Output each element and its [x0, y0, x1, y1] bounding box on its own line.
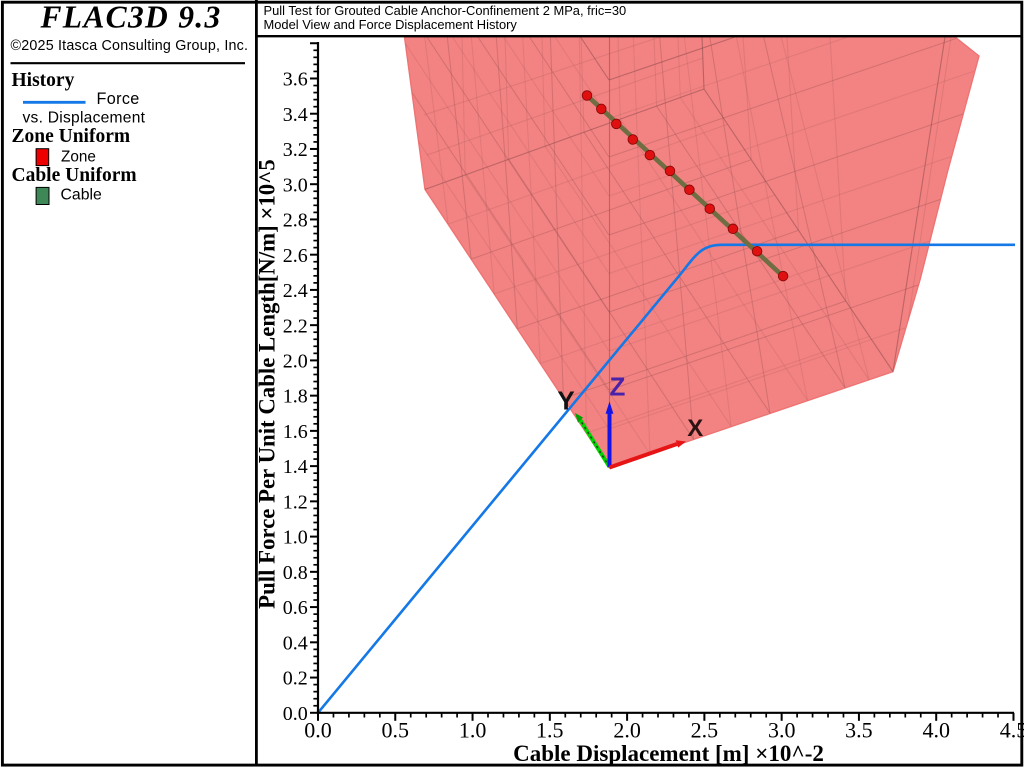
svg-text:1.8: 1.8	[283, 386, 308, 408]
svg-text:0.8: 0.8	[283, 562, 308, 584]
svg-text:2.6: 2.6	[283, 245, 308, 267]
svg-text:Cable Displacement [m] ×10^-2: Cable Displacement [m] ×10^-2	[513, 741, 824, 766]
svg-text:0.0: 0.0	[283, 703, 308, 725]
svg-text:2.0: 2.0	[613, 718, 641, 743]
svg-text:1.6: 1.6	[283, 421, 308, 443]
svg-text:3.6: 3.6	[283, 69, 308, 91]
svg-text:3.0: 3.0	[768, 718, 796, 743]
svg-text:Zone Uniform: Zone Uniform	[12, 126, 131, 147]
svg-text:©2025 Itasca Consulting Group,: ©2025 Itasca Consulting Group, Inc.	[11, 38, 249, 54]
svg-text:Pull Test for Grouted Cable An: Pull Test for Grouted Cable Anchor-Confi…	[264, 3, 627, 18]
svg-text:0.0: 0.0	[304, 718, 332, 743]
svg-text:2.5: 2.5	[691, 718, 719, 743]
svg-text:Cable Uniform: Cable Uniform	[12, 165, 137, 186]
svg-text:0.5: 0.5	[382, 718, 410, 743]
svg-text:3.5: 3.5	[845, 718, 873, 743]
svg-text:3.0: 3.0	[283, 174, 308, 196]
svg-text:2.8: 2.8	[283, 210, 308, 232]
svg-text:1.5: 1.5	[536, 718, 564, 743]
svg-text:3.4: 3.4	[283, 104, 308, 126]
svg-text:0.6: 0.6	[283, 597, 308, 619]
svg-text:2.0: 2.0	[283, 351, 308, 373]
svg-text:3.2: 3.2	[283, 139, 308, 161]
svg-text:Y: Y	[557, 386, 574, 416]
svg-text:4.0: 4.0	[922, 718, 950, 743]
svg-text:History: History	[12, 70, 75, 91]
svg-text:1.4: 1.4	[283, 456, 308, 478]
svg-text:2.4: 2.4	[283, 280, 308, 302]
svg-text:vs. Displacement: vs. Displacement	[23, 110, 146, 127]
svg-text:Z: Z	[610, 372, 626, 402]
svg-text:2.2: 2.2	[283, 315, 308, 337]
svg-text:1.2: 1.2	[283, 492, 308, 514]
svg-text:Pull Force Per Unit Cable Leng: Pull Force Per Unit Cable Length[N/m] ×1…	[255, 159, 280, 609]
svg-text:1.0: 1.0	[283, 527, 308, 549]
svg-text:4.5: 4.5	[1000, 718, 1024, 743]
svg-text:Zone: Zone	[61, 148, 96, 165]
svg-text:Cable: Cable	[61, 187, 102, 204]
svg-text:FLAC3D 9.3: FLAC3D 9.3	[39, 0, 221, 35]
svg-text:1.0: 1.0	[459, 718, 487, 743]
svg-text:Model View and Force Displacem: Model View and Force Displacement Histor…	[264, 17, 518, 32]
svg-text:Force: Force	[97, 90, 140, 108]
svg-text:0.2: 0.2	[283, 668, 308, 690]
svg-text:0.4: 0.4	[283, 632, 308, 654]
svg-text:X: X	[687, 415, 703, 442]
